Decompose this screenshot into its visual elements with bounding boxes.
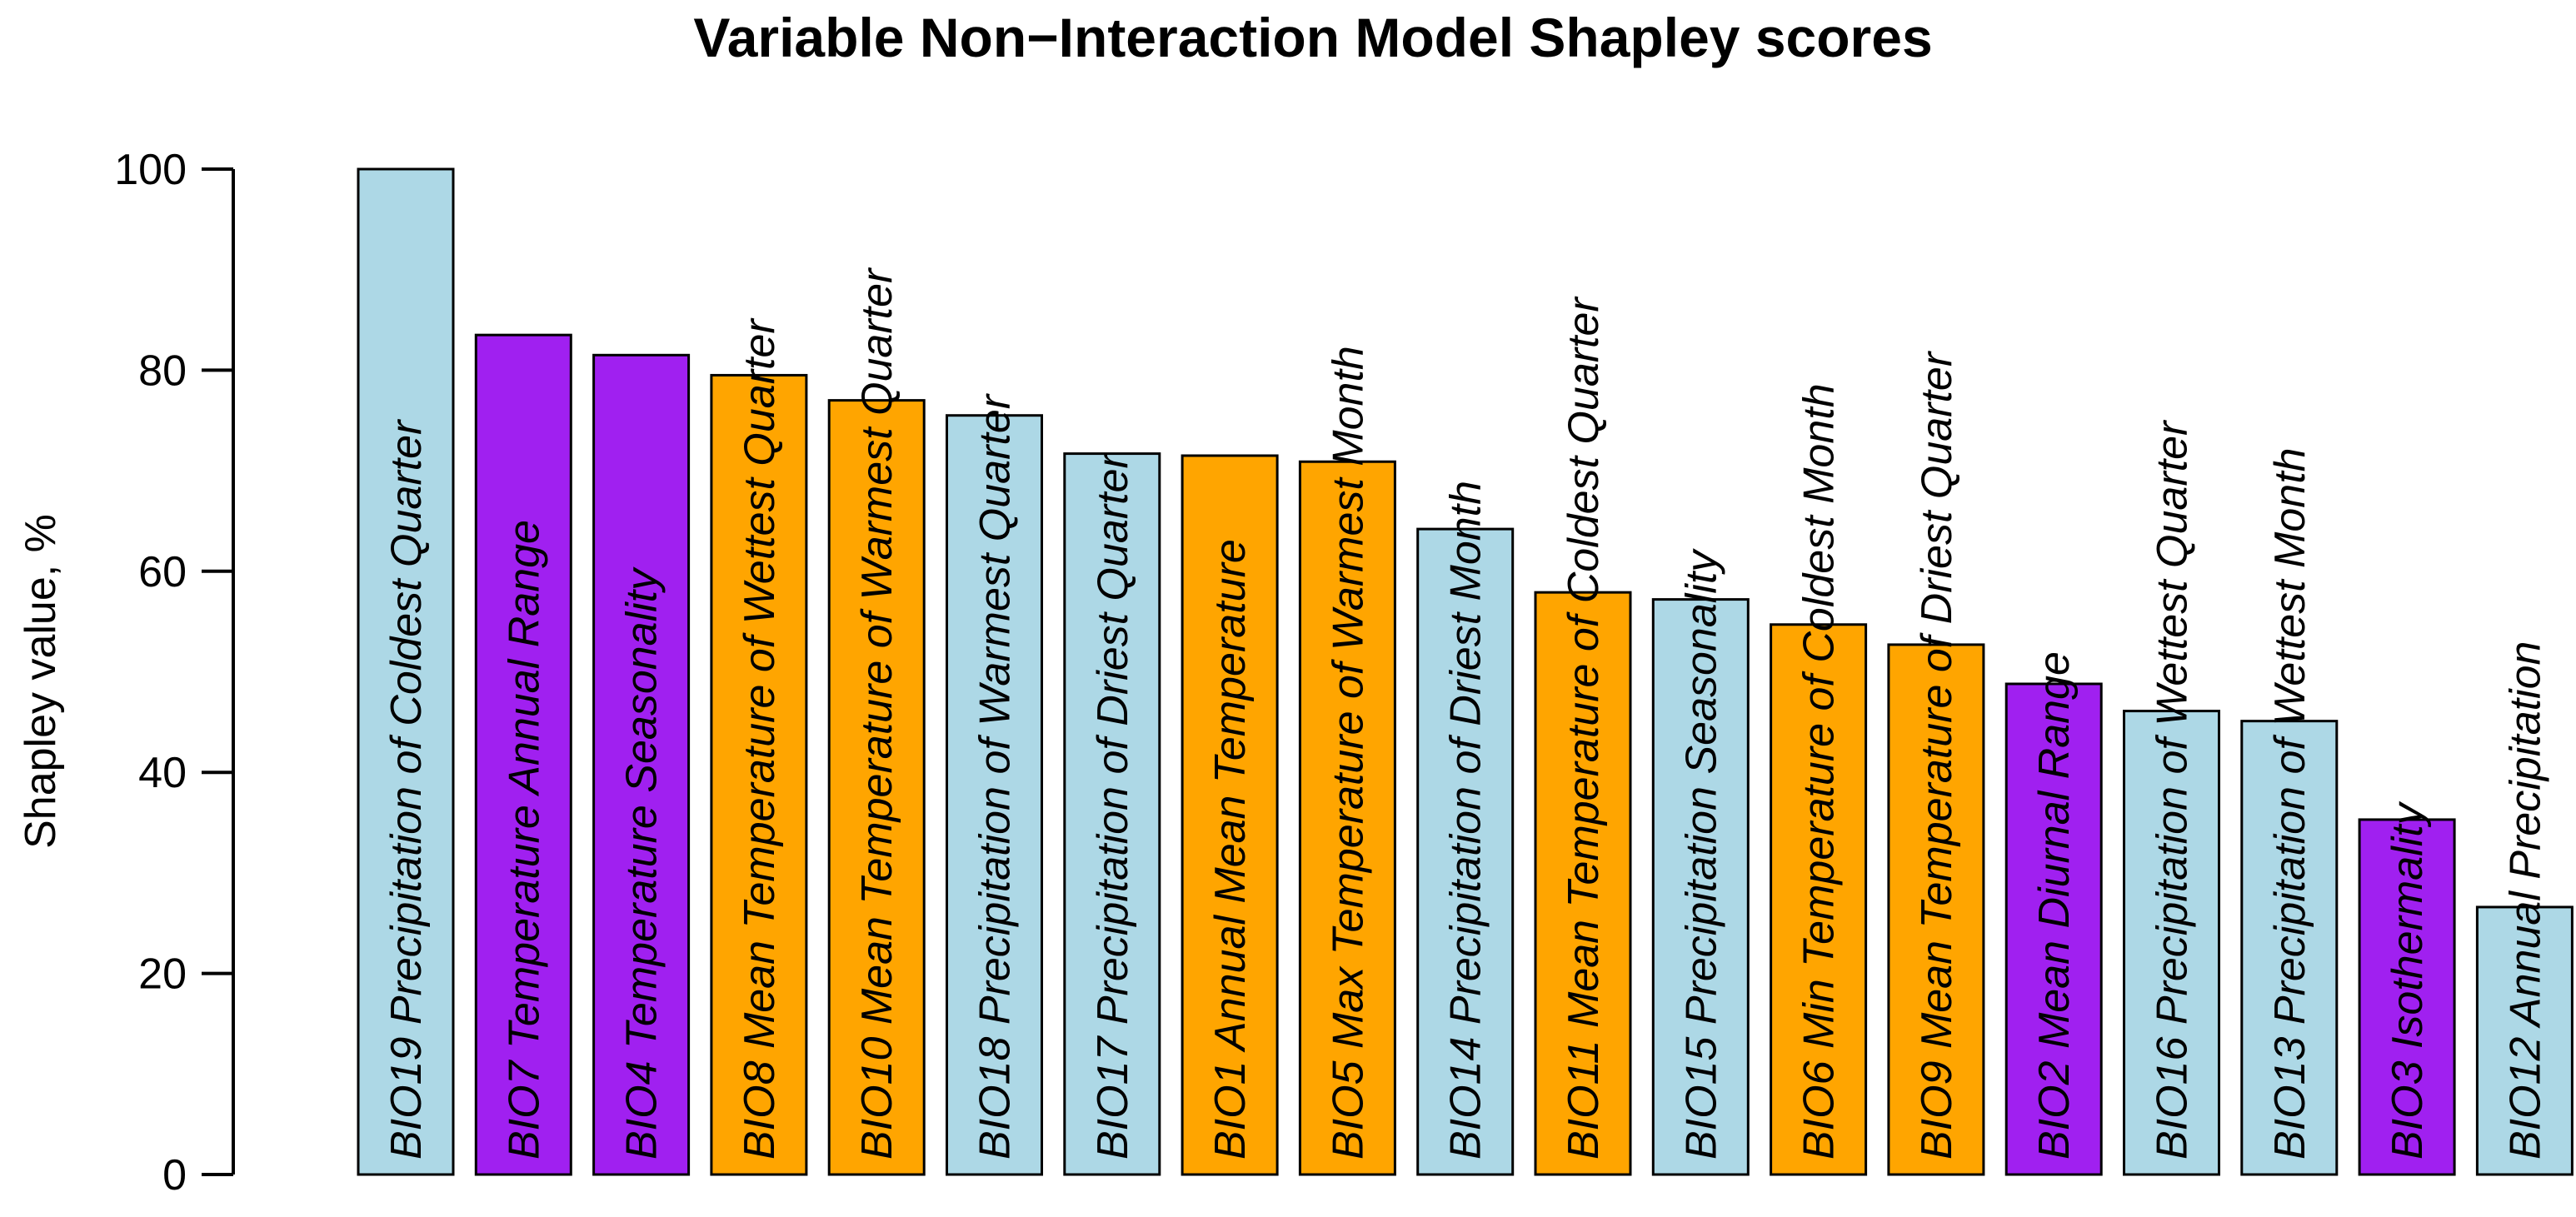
bar bbox=[1298, 460, 1396, 1176]
bar-label: BIO14 Precipitation of Driest Month bbox=[1442, 481, 1490, 1160]
y-tick-label: 60 bbox=[138, 548, 187, 596]
y-axis: 0 20 40 60 80 100 bbox=[114, 146, 235, 1200]
bar bbox=[946, 414, 1043, 1176]
y-tick-label: 20 bbox=[138, 950, 187, 999]
bar-label: BIO11 Mean Temperature of Coldest Quarte… bbox=[1560, 296, 1608, 1160]
bar-label: BIO17 Precipitation of Driest Quarter bbox=[1089, 452, 1137, 1160]
bar-label: BIO4 Temperature Seasonality bbox=[618, 566, 666, 1160]
bar-label: BIO10 Mean Temperature of Warmest Quarte… bbox=[853, 267, 901, 1160]
bar bbox=[1063, 452, 1161, 1176]
bar bbox=[1651, 598, 1750, 1176]
bar bbox=[1887, 643, 1985, 1176]
y-tick-label: 100 bbox=[114, 146, 187, 194]
y-tick-label: 40 bbox=[138, 749, 187, 797]
bar-label: BIO19 Precipitation of Coldest Quarter bbox=[382, 418, 431, 1160]
bar-label: BIO16 Precipitation of Wettest Quarter bbox=[2149, 419, 2197, 1160]
bar-label: BIO18 Precipitation of Warmest Quarter bbox=[971, 392, 1020, 1160]
bar-label: BIO8 Mean Temperature of Wettest Quarter bbox=[736, 317, 784, 1160]
bar bbox=[1416, 527, 1515, 1176]
bar bbox=[592, 353, 691, 1176]
bar-label: BIO13 Precipitation of Wettest Month bbox=[2266, 447, 2314, 1160]
bar-label: BIO5 Max Temperature of Warmest Month bbox=[1324, 346, 1372, 1160]
y-axis-label: Shapley value, % bbox=[17, 514, 65, 849]
bar-label: BIO3 Isothermality bbox=[2384, 801, 2432, 1160]
bar bbox=[710, 373, 808, 1176]
bar-labels-group: BIO19 Precipitation of Coldest Quarter BI… bbox=[382, 267, 2549, 1160]
bar bbox=[1534, 591, 1632, 1176]
bar bbox=[2004, 682, 2103, 1176]
bar-label: BIO2 Mean Diurnal Range bbox=[2030, 651, 2079, 1160]
chart-title: Variable Non−Interaction Model Shapley s… bbox=[693, 7, 1932, 68]
bar bbox=[2475, 905, 2574, 1176]
bar bbox=[1181, 454, 1279, 1176]
bar bbox=[357, 167, 455, 1176]
bar-label: BIO7 Temperature Annual Range bbox=[500, 520, 548, 1160]
bar-label: BIO15 Precipitation Seasonality bbox=[1677, 548, 1725, 1160]
bars-group bbox=[357, 167, 2574, 1176]
bar-label: BIO9 Mean Temperature of Driest Quarter bbox=[1913, 350, 1961, 1160]
bar-label: BIO1 Annual Mean Temperature bbox=[1206, 539, 1255, 1160]
bar-label: BIO6 Min Temperature of Coldest Month bbox=[1795, 383, 1844, 1160]
bar bbox=[2358, 818, 2456, 1176]
y-tick-label: 0 bbox=[162, 1151, 187, 1200]
bar bbox=[1770, 623, 1868, 1176]
bar bbox=[2123, 710, 2220, 1176]
bar bbox=[474, 333, 572, 1176]
bar bbox=[2240, 720, 2339, 1176]
bar-label: BIO12 Annual Precipitation bbox=[2501, 641, 2549, 1160]
bar bbox=[827, 399, 926, 1176]
y-tick-label: 80 bbox=[138, 347, 187, 395]
